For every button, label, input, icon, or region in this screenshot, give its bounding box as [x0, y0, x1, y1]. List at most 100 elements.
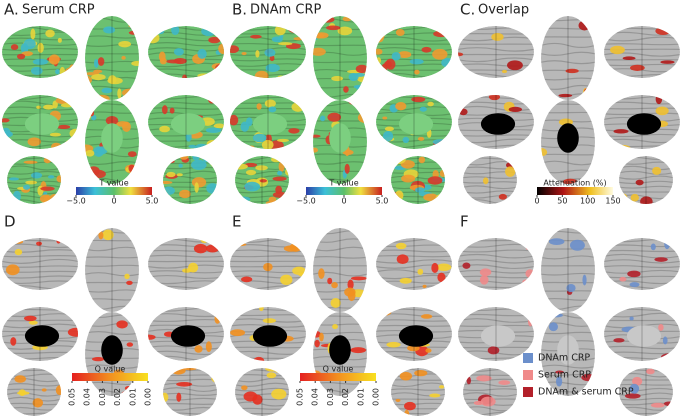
blob: [121, 391, 128, 396]
panel-letter: F: [460, 213, 469, 231]
blob: [126, 342, 134, 347]
blob: [60, 103, 74, 108]
blob: [55, 69, 60, 75]
blob: [382, 116, 388, 120]
blob: [265, 63, 280, 73]
blob: [194, 182, 199, 193]
brain-view: [2, 95, 78, 149]
blob: [337, 26, 353, 36]
blob: [148, 26, 153, 29]
blob: [157, 26, 165, 35]
sulcus: [163, 403, 217, 405]
blob: [271, 388, 287, 400]
blob: [318, 268, 325, 279]
blob: [30, 28, 36, 40]
blob: [214, 313, 221, 324]
blob: [30, 66, 43, 75]
blob: [28, 320, 38, 325]
blob: [439, 169, 445, 177]
colorbar-tick-label: −5.0: [66, 197, 85, 206]
brain-surface: [463, 156, 517, 204]
sulcus: [85, 35, 139, 39]
blob: [116, 320, 128, 329]
panel-letter: B.: [232, 1, 247, 19]
blob: [491, 32, 504, 41]
sulcus: [391, 379, 445, 381]
blob: [41, 388, 47, 392]
blob: [482, 177, 489, 185]
blob: [101, 87, 113, 94]
brain-view: [313, 16, 367, 100]
sulcus: [463, 181, 517, 184]
legend-label: DNAm CRP: [538, 353, 590, 364]
medial-core: [480, 113, 516, 135]
blob: [432, 139, 448, 145]
blob: [8, 238, 20, 243]
brain-view: [230, 95, 306, 149]
sulcus: [85, 364, 139, 369]
colorbar-tick-label: 0.04: [311, 388, 320, 406]
blob: [319, 115, 326, 122]
sulcus: [2, 255, 78, 258]
brain-view: [458, 238, 534, 290]
panel-letter: C.: [460, 1, 475, 19]
blob: [355, 100, 367, 106]
blob: [230, 114, 239, 126]
blob: [166, 59, 181, 64]
blob: [409, 58, 424, 65]
blob: [463, 75, 476, 78]
blob: [197, 48, 207, 59]
blob: [241, 276, 253, 283]
brain-surface: [163, 368, 217, 416]
blob: [380, 97, 386, 106]
blob: [133, 304, 139, 312]
blob: [313, 47, 326, 56]
blob: [36, 105, 41, 109]
blob: [128, 24, 139, 28]
brain-view: [7, 156, 61, 204]
legend-label: DNAm & serum CRP: [538, 387, 634, 398]
blob: [465, 356, 472, 361]
sulcus: [376, 259, 452, 264]
sulcus: [541, 60, 595, 65]
blob: [85, 179, 89, 184]
blob: [230, 45, 240, 54]
blob: [67, 327, 78, 337]
sulcus: [458, 105, 534, 112]
blob: [350, 16, 364, 20]
blob: [2, 131, 13, 138]
sulcus: [7, 382, 61, 387]
colorbar-tick-label: −5.0: [296, 197, 315, 206]
blob: [117, 88, 122, 99]
sulcus: [148, 264, 224, 269]
blob: [16, 53, 26, 60]
sulcus: [313, 153, 367, 156]
sulcus: [85, 43, 139, 47]
blob: [277, 170, 283, 176]
blob: [548, 322, 558, 332]
blob: [240, 121, 250, 132]
ventral-core: [557, 335, 579, 365]
brain-surface: [235, 368, 289, 416]
blob: [64, 66, 78, 78]
blob: [269, 55, 275, 62]
blob: [148, 137, 153, 143]
blob: [313, 147, 318, 153]
colorbar-tick-label: 0.03: [326, 388, 335, 406]
blob: [391, 156, 406, 165]
sulcus: [376, 319, 452, 322]
sulcus: [463, 185, 517, 190]
blob: [476, 375, 492, 382]
blob: [619, 276, 627, 282]
blob: [565, 68, 579, 74]
blob: [417, 136, 425, 141]
sulcus: [541, 331, 595, 335]
blob: [399, 277, 412, 284]
brain-surface: [7, 156, 61, 204]
blob: [176, 392, 182, 402]
blob: [285, 144, 298, 149]
sulcus: [541, 272, 595, 276]
blob: [620, 193, 628, 204]
blob: [327, 112, 342, 122]
